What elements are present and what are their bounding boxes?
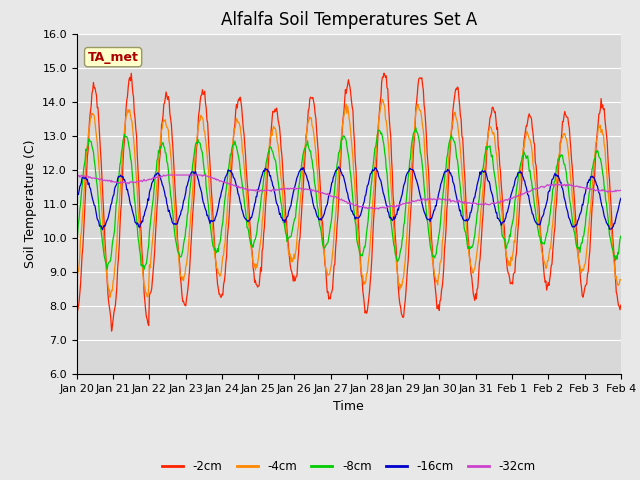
-16cm [433, 203, 440, 209]
-4cm [433, 279, 440, 285]
-4cm [140, 276, 147, 282]
-2cm [223, 234, 231, 240]
Line: -8cm: -8cm [77, 128, 621, 269]
-8cm [617, 233, 625, 239]
-8cm [433, 251, 440, 257]
-32cm [617, 187, 625, 193]
-2cm [617, 302, 625, 308]
Title: Alfalfa Soil Temperatures Set A: Alfalfa Soil Temperatures Set A [221, 11, 477, 29]
-4cm [223, 204, 231, 210]
-8cm [412, 125, 420, 131]
-16cm [83, 177, 90, 182]
Y-axis label: Soil Temperature (C): Soil Temperature (C) [24, 140, 36, 268]
-4cm [83, 150, 90, 156]
-8cm [417, 150, 424, 156]
Legend: -2cm, -4cm, -8cm, -16cm, -32cm: -2cm, -4cm, -8cm, -16cm, -32cm [157, 455, 540, 478]
-16cm [335, 164, 342, 170]
-32cm [223, 180, 230, 186]
-2cm [417, 75, 424, 81]
-2cm [433, 294, 440, 300]
-4cm [106, 294, 114, 300]
-2cm [140, 273, 147, 279]
-16cm [195, 178, 202, 184]
-8cm [103, 266, 111, 272]
-32cm [431, 197, 439, 203]
-32cm [375, 206, 383, 212]
Line: -32cm: -32cm [77, 175, 621, 209]
-8cm [140, 263, 147, 268]
X-axis label: Time: Time [333, 400, 364, 413]
-16cm [417, 193, 424, 199]
-4cm [379, 96, 387, 102]
-16cm [73, 194, 81, 200]
-32cm [416, 198, 424, 204]
-16cm [99, 227, 106, 232]
-2cm [108, 328, 115, 334]
-16cm [617, 195, 625, 201]
-4cm [617, 277, 625, 283]
-2cm [73, 311, 81, 316]
-2cm [380, 71, 388, 76]
-4cm [73, 279, 81, 285]
-32cm [194, 172, 202, 178]
-32cm [73, 172, 81, 178]
Line: -16cm: -16cm [77, 167, 621, 229]
-4cm [195, 123, 202, 129]
-32cm [139, 179, 147, 184]
-8cm [223, 176, 231, 182]
Line: -2cm: -2cm [77, 73, 621, 331]
-32cm [83, 173, 90, 179]
Line: -4cm: -4cm [77, 99, 621, 297]
-16cm [223, 170, 231, 176]
-16cm [140, 214, 147, 220]
-2cm [83, 169, 90, 175]
-2cm [195, 112, 202, 118]
-8cm [73, 238, 81, 244]
-4cm [417, 108, 424, 113]
Text: TA_met: TA_met [88, 51, 138, 64]
-8cm [195, 140, 202, 145]
-8cm [83, 148, 90, 154]
